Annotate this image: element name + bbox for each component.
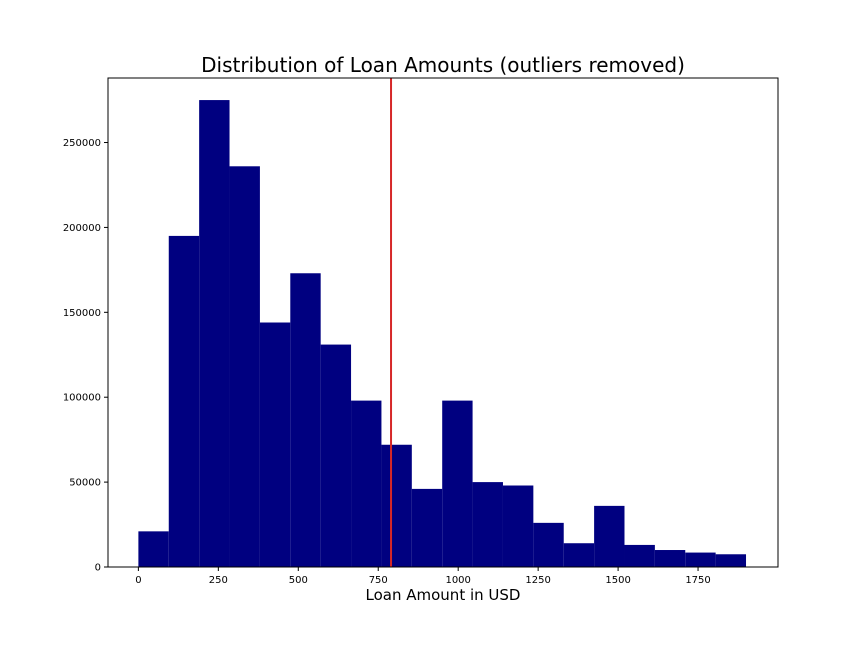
histogram-bar-17	[654, 550, 686, 567]
plot-frame	[107, 77, 779, 568]
y-tick-label-4: 200000	[63, 223, 101, 234]
histogram-bar-9	[411, 488, 443, 567]
histogram-bar-8	[381, 444, 412, 567]
histogram-bar-10	[442, 400, 473, 567]
y-tick-label-2: 100000	[63, 393, 101, 404]
x-axis-label: Loan Amount in USD	[366, 586, 521, 604]
histogram-bar-3	[229, 166, 260, 567]
x-tick-label-4: 1000	[445, 575, 470, 586]
histogram-bar-19	[715, 554, 747, 567]
x-tick-label-0: 0	[135, 575, 141, 586]
x-tick-label-7: 1750	[685, 575, 710, 586]
y-tick-label-3: 150000	[63, 308, 101, 319]
histogram-bar-16	[624, 544, 655, 567]
histogram-bar-15	[594, 505, 625, 567]
y-tick-label-1: 50000	[69, 478, 101, 489]
x-tick-label-1: 250	[209, 575, 228, 586]
y-tick-label-0: 0	[95, 563, 101, 574]
histogram-bar-14	[563, 543, 595, 567]
histogram-bar-12	[502, 485, 534, 567]
histogram-bar-18	[685, 552, 716, 567]
histogram-bar-7	[351, 400, 382, 567]
x-axis-ticks: 0 250 500 750 1000 1250 1500 1750	[135, 567, 711, 586]
histogram-bar-13	[533, 522, 564, 567]
y-tick-label-5: 250000	[63, 138, 101, 149]
x-tick-label-2: 500	[289, 575, 308, 586]
chart-title: Distribution of Loan Amounts (outliers r…	[201, 53, 685, 77]
x-tick-label-3: 750	[369, 575, 388, 586]
x-tick-label-6: 1500	[605, 575, 630, 586]
histogram-bar-11	[472, 482, 503, 567]
histogram-bar-5	[290, 273, 321, 567]
histogram-bar-1	[168, 235, 200, 567]
histogram-bar-4	[259, 322, 291, 567]
histogram-bar-2	[199, 100, 230, 568]
x-tick-label-5: 1250	[525, 575, 550, 586]
y-axis-ticks: 0 50000 100000 150000 200000 250000	[63, 138, 108, 574]
histogram-bar-0	[138, 531, 169, 567]
histogram-bar-6	[320, 344, 352, 567]
bars-layer	[138, 100, 747, 568]
